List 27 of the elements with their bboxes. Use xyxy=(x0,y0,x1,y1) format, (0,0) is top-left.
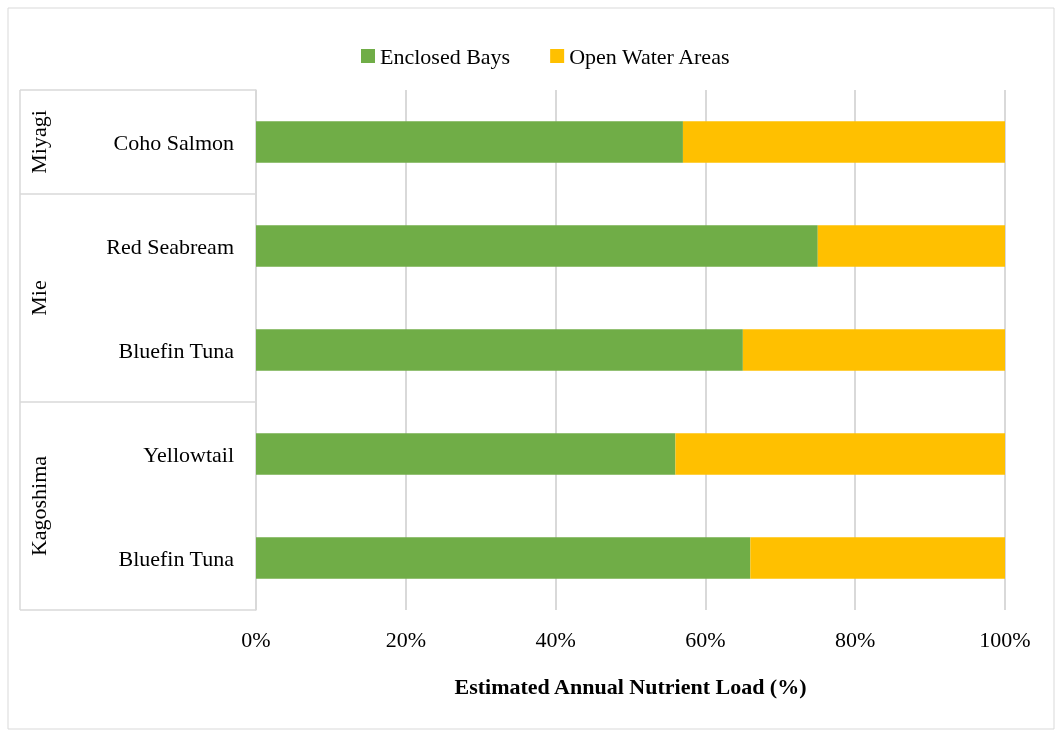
bar xyxy=(675,433,1005,475)
y-tick-label: Red Seabream xyxy=(106,233,234,259)
y-tick-label: Coho Salmon xyxy=(113,129,234,155)
legend-label: Open Water Areas xyxy=(569,43,730,69)
bar xyxy=(256,433,676,475)
x-axis-title: Estimated Annual Nutrient Load (%) xyxy=(454,673,807,699)
bar xyxy=(256,329,743,371)
x-tick-label: 0% xyxy=(241,626,271,652)
y-tick-label: Yellowtail xyxy=(143,441,234,467)
y-tick-label: Bluefin Tuna xyxy=(118,337,235,363)
bar xyxy=(817,225,1005,267)
y-tick-label: Bluefin Tuna xyxy=(118,545,235,571)
x-tick-label: 20% xyxy=(385,626,426,652)
bar xyxy=(742,329,1005,371)
bar xyxy=(256,225,818,267)
x-tick-label: 80% xyxy=(835,626,876,652)
bar xyxy=(682,121,1005,163)
text: Miyagi xyxy=(25,110,51,174)
text: Mie xyxy=(25,280,51,316)
bar xyxy=(750,537,1005,579)
legend-label: Enclosed Bays xyxy=(380,43,511,69)
x-tick-label: 100% xyxy=(979,626,1031,652)
bar xyxy=(256,537,751,579)
bar xyxy=(256,121,683,163)
text: Kagoshima xyxy=(25,455,51,557)
x-tick-label: 60% xyxy=(685,626,726,652)
x-tick-label: 40% xyxy=(535,626,576,652)
